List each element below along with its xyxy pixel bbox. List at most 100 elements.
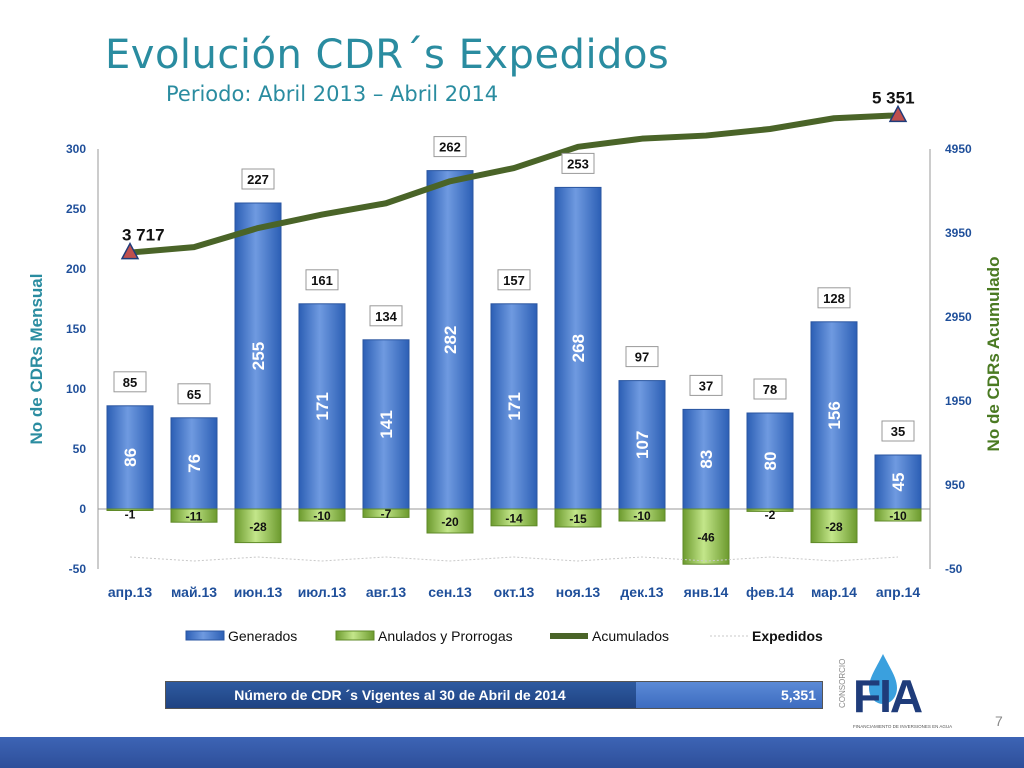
expedidos-label: 157: [503, 273, 525, 288]
bar-anulados: [362, 508, 410, 518]
vigentes-summary-bar: Número de CDR ´s Vigentes al 30 de Abril…: [165, 681, 823, 709]
logo-tagline: FINANCIAMIENTO DE INVERSIONES EN AGUA: [853, 724, 952, 729]
bar-anulados-label: -15: [569, 512, 587, 526]
expedidos-label: 227: [247, 172, 269, 187]
bar-anulados: [298, 508, 346, 522]
expedidos-box: [497, 269, 531, 291]
y-tick-label: 0: [79, 502, 86, 516]
bar-anulados-label: -28: [825, 520, 843, 534]
bar-anulados-label: -28: [249, 520, 267, 534]
y2-tick-label: -50: [945, 562, 963, 576]
bar-anulados-label: -46: [697, 531, 715, 545]
bar-generados: [810, 321, 858, 510]
fia-logo: CONSORCIO FIA FINANCIAMIENTO DE INVERSIO…: [838, 654, 952, 729]
bar-generados: [554, 186, 602, 510]
expedidos-box: [881, 420, 915, 442]
expedidos-label: 253: [567, 156, 589, 171]
bar-anulados: [234, 508, 282, 544]
y-tick-label: 150: [66, 322, 86, 336]
acumulados-marker: [888, 104, 908, 123]
logo-letters: FIA: [853, 670, 922, 722]
expedidos-label: 128: [823, 291, 845, 306]
bar-anulados-label: -10: [633, 509, 651, 523]
x-tick-label: янв.14: [684, 584, 729, 600]
x-tick-label: авг.13: [366, 584, 406, 600]
bar-anulados-label: -7: [381, 507, 392, 521]
bar-anulados-label: -10: [889, 509, 907, 523]
line-expedidos: [129, 556, 899, 562]
vigentes-label: Número de CDR ´s Vigentes al 30 de Abril…: [234, 687, 566, 703]
bar-generados-label: 76: [185, 454, 204, 473]
x-tick-label: фев.14: [746, 584, 794, 600]
acumulados-marker: [120, 241, 140, 260]
combo-chart: -50 0 50 100 150 200 250 300 -50 950 1950 2950 3950 4…: [27, 88, 1003, 644]
bar-anulados-label: -11: [186, 510, 203, 524]
bar-generados-label: 156: [825, 401, 844, 429]
y2-tick-label: 3950: [945, 226, 972, 240]
bar-generados-label: 141: [377, 410, 396, 438]
expedidos-box: [305, 269, 339, 291]
x-tick-label: апр.13: [108, 584, 152, 600]
expedidos-label: 37: [699, 378, 713, 393]
expedidos-label: 161: [311, 273, 333, 288]
x-tick-label: май.13: [171, 584, 217, 600]
expedidos-box: [817, 287, 851, 309]
bar-anulados: [490, 508, 538, 527]
x-tick-label: дек.13: [620, 584, 663, 600]
legend-label: Generados: [228, 628, 297, 644]
logo-vertical-text: CONSORCIO: [838, 659, 847, 708]
bar-generados: [106, 405, 154, 510]
bar-generados: [682, 408, 730, 510]
bar-generados-label: 86: [121, 448, 140, 467]
vigentes-value: 5,351: [636, 682, 822, 708]
x-tick-label: мар.14: [811, 584, 857, 600]
bar-anulados-label: -14: [505, 511, 523, 525]
bar-generados-label: 255: [249, 342, 268, 370]
bar-anulados: [618, 508, 666, 522]
x-tick-label: июл.13: [298, 584, 347, 600]
expedidos-label: 85: [123, 375, 137, 390]
x-tick-label: окт.13: [494, 584, 535, 600]
expedidos-box: [433, 136, 467, 158]
y2-tick-label: 950: [945, 478, 965, 492]
bar-generados-label: 107: [633, 431, 652, 459]
bar-anulados: [682, 508, 730, 565]
bar-anulados: [810, 508, 858, 544]
bar-anulados-label: -2: [765, 508, 776, 522]
line-acumulados: [129, 112, 899, 256]
footer-bar: [0, 737, 1024, 768]
acumulados-point-label: 5 351: [872, 88, 915, 107]
legend-swatch: [185, 630, 225, 641]
expedidos-label: 65: [187, 387, 201, 402]
expedidos-box: [561, 152, 595, 174]
legend-label: Expedidos: [752, 628, 823, 644]
bar-generados: [746, 412, 794, 510]
acumulados-point-label: 3 717: [122, 226, 165, 245]
expedidos-box: [369, 305, 403, 327]
page-number: 7: [995, 713, 1003, 729]
expedidos-box: [113, 371, 147, 393]
bar-anulados: [746, 508, 794, 512]
bar-generados: [618, 380, 666, 510]
bar-generados: [490, 303, 538, 510]
bar-generados-label: 268: [569, 334, 588, 362]
expedidos-label: 134: [375, 309, 397, 324]
bar-anulados: [874, 508, 922, 522]
y-tick-label: 200: [66, 262, 86, 276]
y-tick-label: 250: [66, 202, 86, 216]
expedidos-box: [177, 383, 211, 405]
page-subtitle: Periodo: Abril 2013 – Abril 2014: [166, 82, 499, 106]
y-tick-label: 100: [66, 382, 86, 396]
bar-generados-label: 80: [761, 452, 780, 471]
expedidos-box: [753, 378, 787, 400]
expedidos-box: [689, 374, 723, 396]
bar-anulados: [106, 508, 154, 511]
bar-generados-label: 45: [889, 473, 908, 492]
expedidos-box: [241, 168, 275, 190]
y2-axis-title: No de CDRs Acumulado: [984, 257, 1003, 452]
bar-anulados-label: -20: [441, 515, 459, 529]
expedidos-label: 97: [635, 350, 649, 365]
x-tick-label: сен.13: [428, 584, 472, 600]
x-tick-label: июн.13: [234, 584, 283, 600]
legend-label: Acumulados: [592, 628, 669, 644]
